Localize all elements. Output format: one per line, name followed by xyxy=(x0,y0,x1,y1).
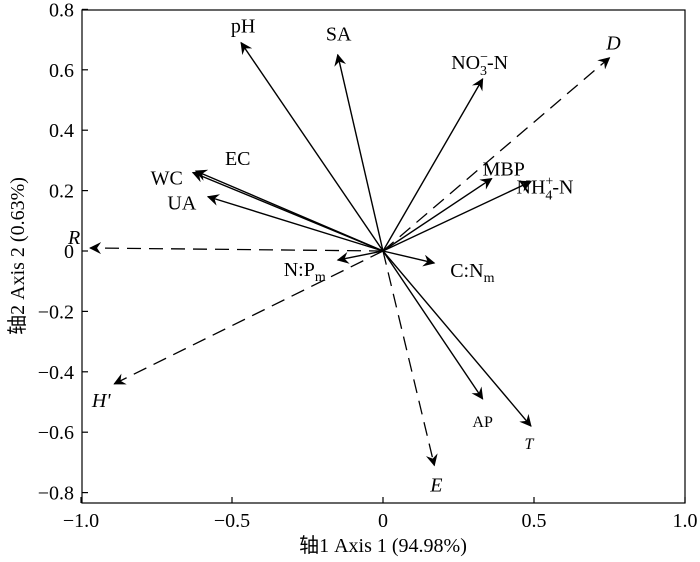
y-tick-label: −0.4 xyxy=(38,362,74,384)
vector-arrow-ap xyxy=(382,250,484,400)
vector-label-ph: pH xyxy=(231,16,255,38)
vector-label-c-nm: C:Nm xyxy=(450,260,494,286)
y-tick-label: 0.6 xyxy=(49,60,74,82)
vector-label-wc: WC xyxy=(151,167,183,189)
y-tick-label: 0 xyxy=(64,241,74,263)
vector-arrow-ec xyxy=(194,169,384,252)
vector-arrow-no3-n xyxy=(382,77,484,252)
y-tick-label: −0.6 xyxy=(38,422,74,444)
y-tick-label: 0.4 xyxy=(49,120,74,142)
vector-arrow-nh4-n xyxy=(382,180,532,252)
vector-arrow-h xyxy=(113,250,384,385)
vector-label-ec: EC xyxy=(225,148,251,170)
x-axis-title: 轴1 Axis 1 (94.98%) xyxy=(299,534,467,557)
vector-arrow-sa xyxy=(334,53,384,252)
vector-label-h: H' xyxy=(91,390,111,412)
x-tick-label: 0 xyxy=(378,510,388,532)
vector-label-r: R xyxy=(67,227,80,249)
vector-label-e: E xyxy=(429,474,442,496)
x-tick-label: −1.0 xyxy=(63,510,99,532)
y-axis-title: 轴2 Axis 2 (0.63%) xyxy=(6,177,29,335)
y-tick-label: −0.8 xyxy=(38,483,74,505)
vector-label-t: T xyxy=(525,436,535,453)
x-tick-label: −0.5 xyxy=(214,510,250,532)
vector-arrow-e xyxy=(382,250,438,467)
x-tick-label: 1.0 xyxy=(673,510,698,532)
vector-arrow-c-nm xyxy=(382,250,436,267)
vector-arrow-d xyxy=(382,57,611,252)
vector-arrow-ph xyxy=(240,41,384,252)
vector-label-d: D xyxy=(605,33,621,55)
vector-label-mbp: MBP xyxy=(483,159,525,181)
vector-label-n-pm: N:Pm xyxy=(284,259,326,285)
y-tick-label: 0.8 xyxy=(49,0,74,21)
x-tick-label: 0.5 xyxy=(522,510,547,532)
vector-arrow-mbp xyxy=(382,177,493,252)
vector-arrow-t xyxy=(382,250,532,427)
vector-arrow-r xyxy=(89,242,384,255)
y-tick-label: −0.2 xyxy=(38,301,74,323)
vector-arrow-ua xyxy=(206,194,384,252)
axis-ticks: −1.0 −0.5 0 0.5 1.0 0.8 0.6 0.4 0.2 0 −0.2 −0.4 −0.6… xyxy=(38,0,698,532)
plot-frame xyxy=(81,9,686,504)
vector-label-ap: AP xyxy=(472,414,493,431)
vector-arrow-n-pm xyxy=(336,250,384,264)
vector-label-ua: UA xyxy=(167,193,196,215)
vector-label-no3-n: NO− 3-N xyxy=(451,50,508,79)
vector-label-nh4-n: NH+ 4-N xyxy=(517,175,574,204)
y-tick-label: 0.2 xyxy=(49,181,74,203)
vector-label-sa: SA xyxy=(326,24,352,46)
